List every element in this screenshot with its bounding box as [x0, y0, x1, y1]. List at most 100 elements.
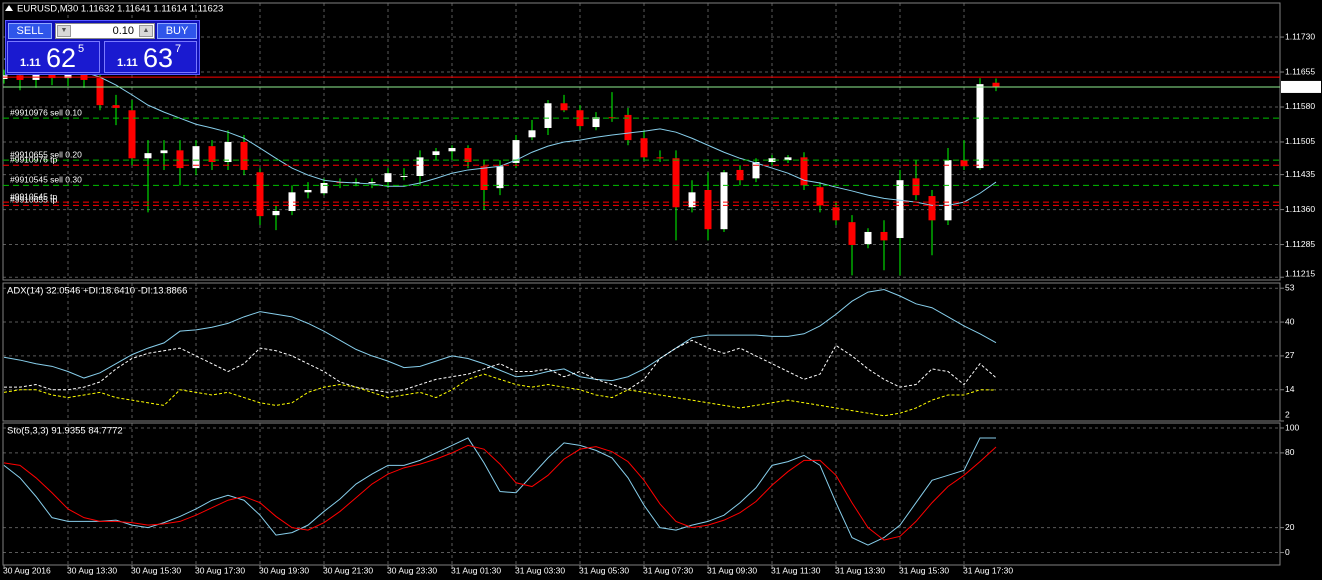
bid-price-label: 1.11623 [1284, 81, 1318, 92]
ask-price-box[interactable]: 1.11 63 7 [104, 41, 197, 73]
lot-decrease[interactable]: ▼ [57, 25, 71, 37]
lot-spinner: ▼ 0.10 ▲ [55, 23, 155, 39]
candle-body [368, 182, 376, 184]
candle-body [192, 146, 200, 169]
y-tick-label: 20 [1285, 522, 1295, 532]
candle-body [560, 103, 568, 111]
indicator-line [3, 373, 997, 417]
x-tick-label: 31 Aug 17:30 [963, 565, 1013, 575]
sell-button[interactable]: SELL [8, 23, 52, 39]
candle-body [464, 148, 472, 163]
bid-price-label-box [1281, 80, 1321, 93]
y-tick-label: 1.11285 [1285, 239, 1315, 249]
candle-body [672, 158, 680, 208]
pane-border [2, 422, 1281, 566]
lot-increase[interactable]: ▲ [139, 25, 153, 37]
candle-body [400, 176, 408, 178]
candle-body [720, 172, 728, 230]
candle-body [800, 157, 808, 186]
candle-body [640, 138, 648, 158]
bid-price-prefix: 1.11 [20, 57, 41, 69]
order-label: #9910545 sell 0.30 [10, 175, 82, 185]
candle-body [624, 114, 632, 141]
candle-body [992, 82, 1000, 87]
candle-body [416, 157, 424, 177]
x-tick-label: 31 Aug 15:30 [899, 565, 949, 575]
bid-price-pips: 62 [46, 43, 77, 73]
indicator-line [3, 437, 997, 546]
x-tick-label: 30 Aug 23:30 [387, 565, 437, 575]
candle-body [240, 141, 248, 170]
y-tick-label: 1.11215 [1285, 268, 1315, 278]
candle-body [144, 153, 152, 159]
ask-price-fraction: 7 [175, 43, 182, 55]
candle-body [112, 105, 120, 108]
candle-body [512, 140, 520, 163]
candle-body [912, 178, 920, 196]
x-tick-label: 30 Aug 2016 [3, 565, 51, 575]
candle-body [976, 84, 984, 169]
candle-body [832, 207, 840, 221]
y-tick-label: 53 [1285, 282, 1295, 292]
candle-body [64, 73, 72, 79]
x-tick-label: 31 Aug 11:30 [771, 565, 821, 575]
candle-body [704, 189, 712, 230]
candle-body [272, 210, 280, 216]
candle-body [656, 157, 664, 159]
lot-value[interactable]: 0.10 [112, 25, 134, 37]
y-tick-label: 100 [1285, 422, 1299, 432]
x-tick-label: 30 Aug 15:30 [131, 565, 181, 575]
bid-price-box[interactable]: 1.11 62 5 [7, 41, 100, 73]
indicator-line [3, 288, 997, 382]
y-tick-label: 14 [1285, 384, 1295, 394]
candle-body [544, 103, 552, 128]
candle-body [688, 192, 696, 208]
candle-body [384, 173, 392, 183]
y-tick-label: 1.11655 [1285, 66, 1315, 76]
symbol-icon [5, 5, 13, 11]
candle-body [848, 222, 856, 246]
buy-button[interactable]: BUY [157, 23, 197, 39]
candle-body [816, 187, 824, 206]
order-label: #9910976 tp [10, 155, 58, 165]
order-label: #9910976 sell 0.10 [10, 107, 82, 117]
candle-body [608, 117, 616, 119]
candle-body [896, 180, 904, 239]
candle-body [288, 192, 296, 211]
x-tick-label: 31 Aug 01:30 [451, 565, 501, 575]
x-tick-label: 31 Aug 09:30 [707, 565, 757, 575]
y-tick-label: 1.11730 [1285, 31, 1315, 41]
candle-body [224, 141, 232, 163]
candle-body [944, 160, 952, 221]
candle-body [256, 172, 264, 217]
candle-body [432, 151, 440, 156]
y-tick-label: 1.11505 [1285, 136, 1315, 146]
candle-body [48, 72, 56, 79]
candle-body [32, 72, 40, 80]
x-tick-label: 31 Aug 13:30 [835, 565, 885, 575]
candle-body [448, 148, 456, 152]
x-tick-label: 30 Aug 21:30 [323, 565, 373, 575]
x-tick-label: 30 Aug 17:30 [195, 565, 245, 575]
x-tick-label: 31 Aug 07:30 [643, 565, 693, 575]
candle-body [96, 78, 104, 106]
candle-body [928, 196, 936, 221]
pane-grid [3, 283, 1280, 421]
order-label: #9910545 tp [10, 191, 58, 201]
y-tick-label: 1.11580 [1285, 101, 1315, 111]
pane-marks [3, 288, 997, 417]
x-tick-label: 30 Aug 13:30 [67, 565, 117, 575]
order-label: #9910655 tp [10, 195, 58, 205]
candle-body [592, 117, 600, 128]
candle-body [864, 231, 872, 245]
one-click-trading-panel: SELL ▼ 0.10 ▲ BUY 1.11 62 5 1.11 63 7 [5, 20, 200, 75]
candle-body [528, 130, 536, 138]
candle-body [208, 146, 216, 163]
x-tick-label: 31 Aug 05:30 [579, 565, 629, 575]
x-tick-label: 30 Aug 19:30 [259, 565, 309, 575]
order-label: #9910655 sell 0.20 [10, 149, 82, 159]
candle-body [320, 183, 328, 194]
candle-body [576, 110, 584, 127]
